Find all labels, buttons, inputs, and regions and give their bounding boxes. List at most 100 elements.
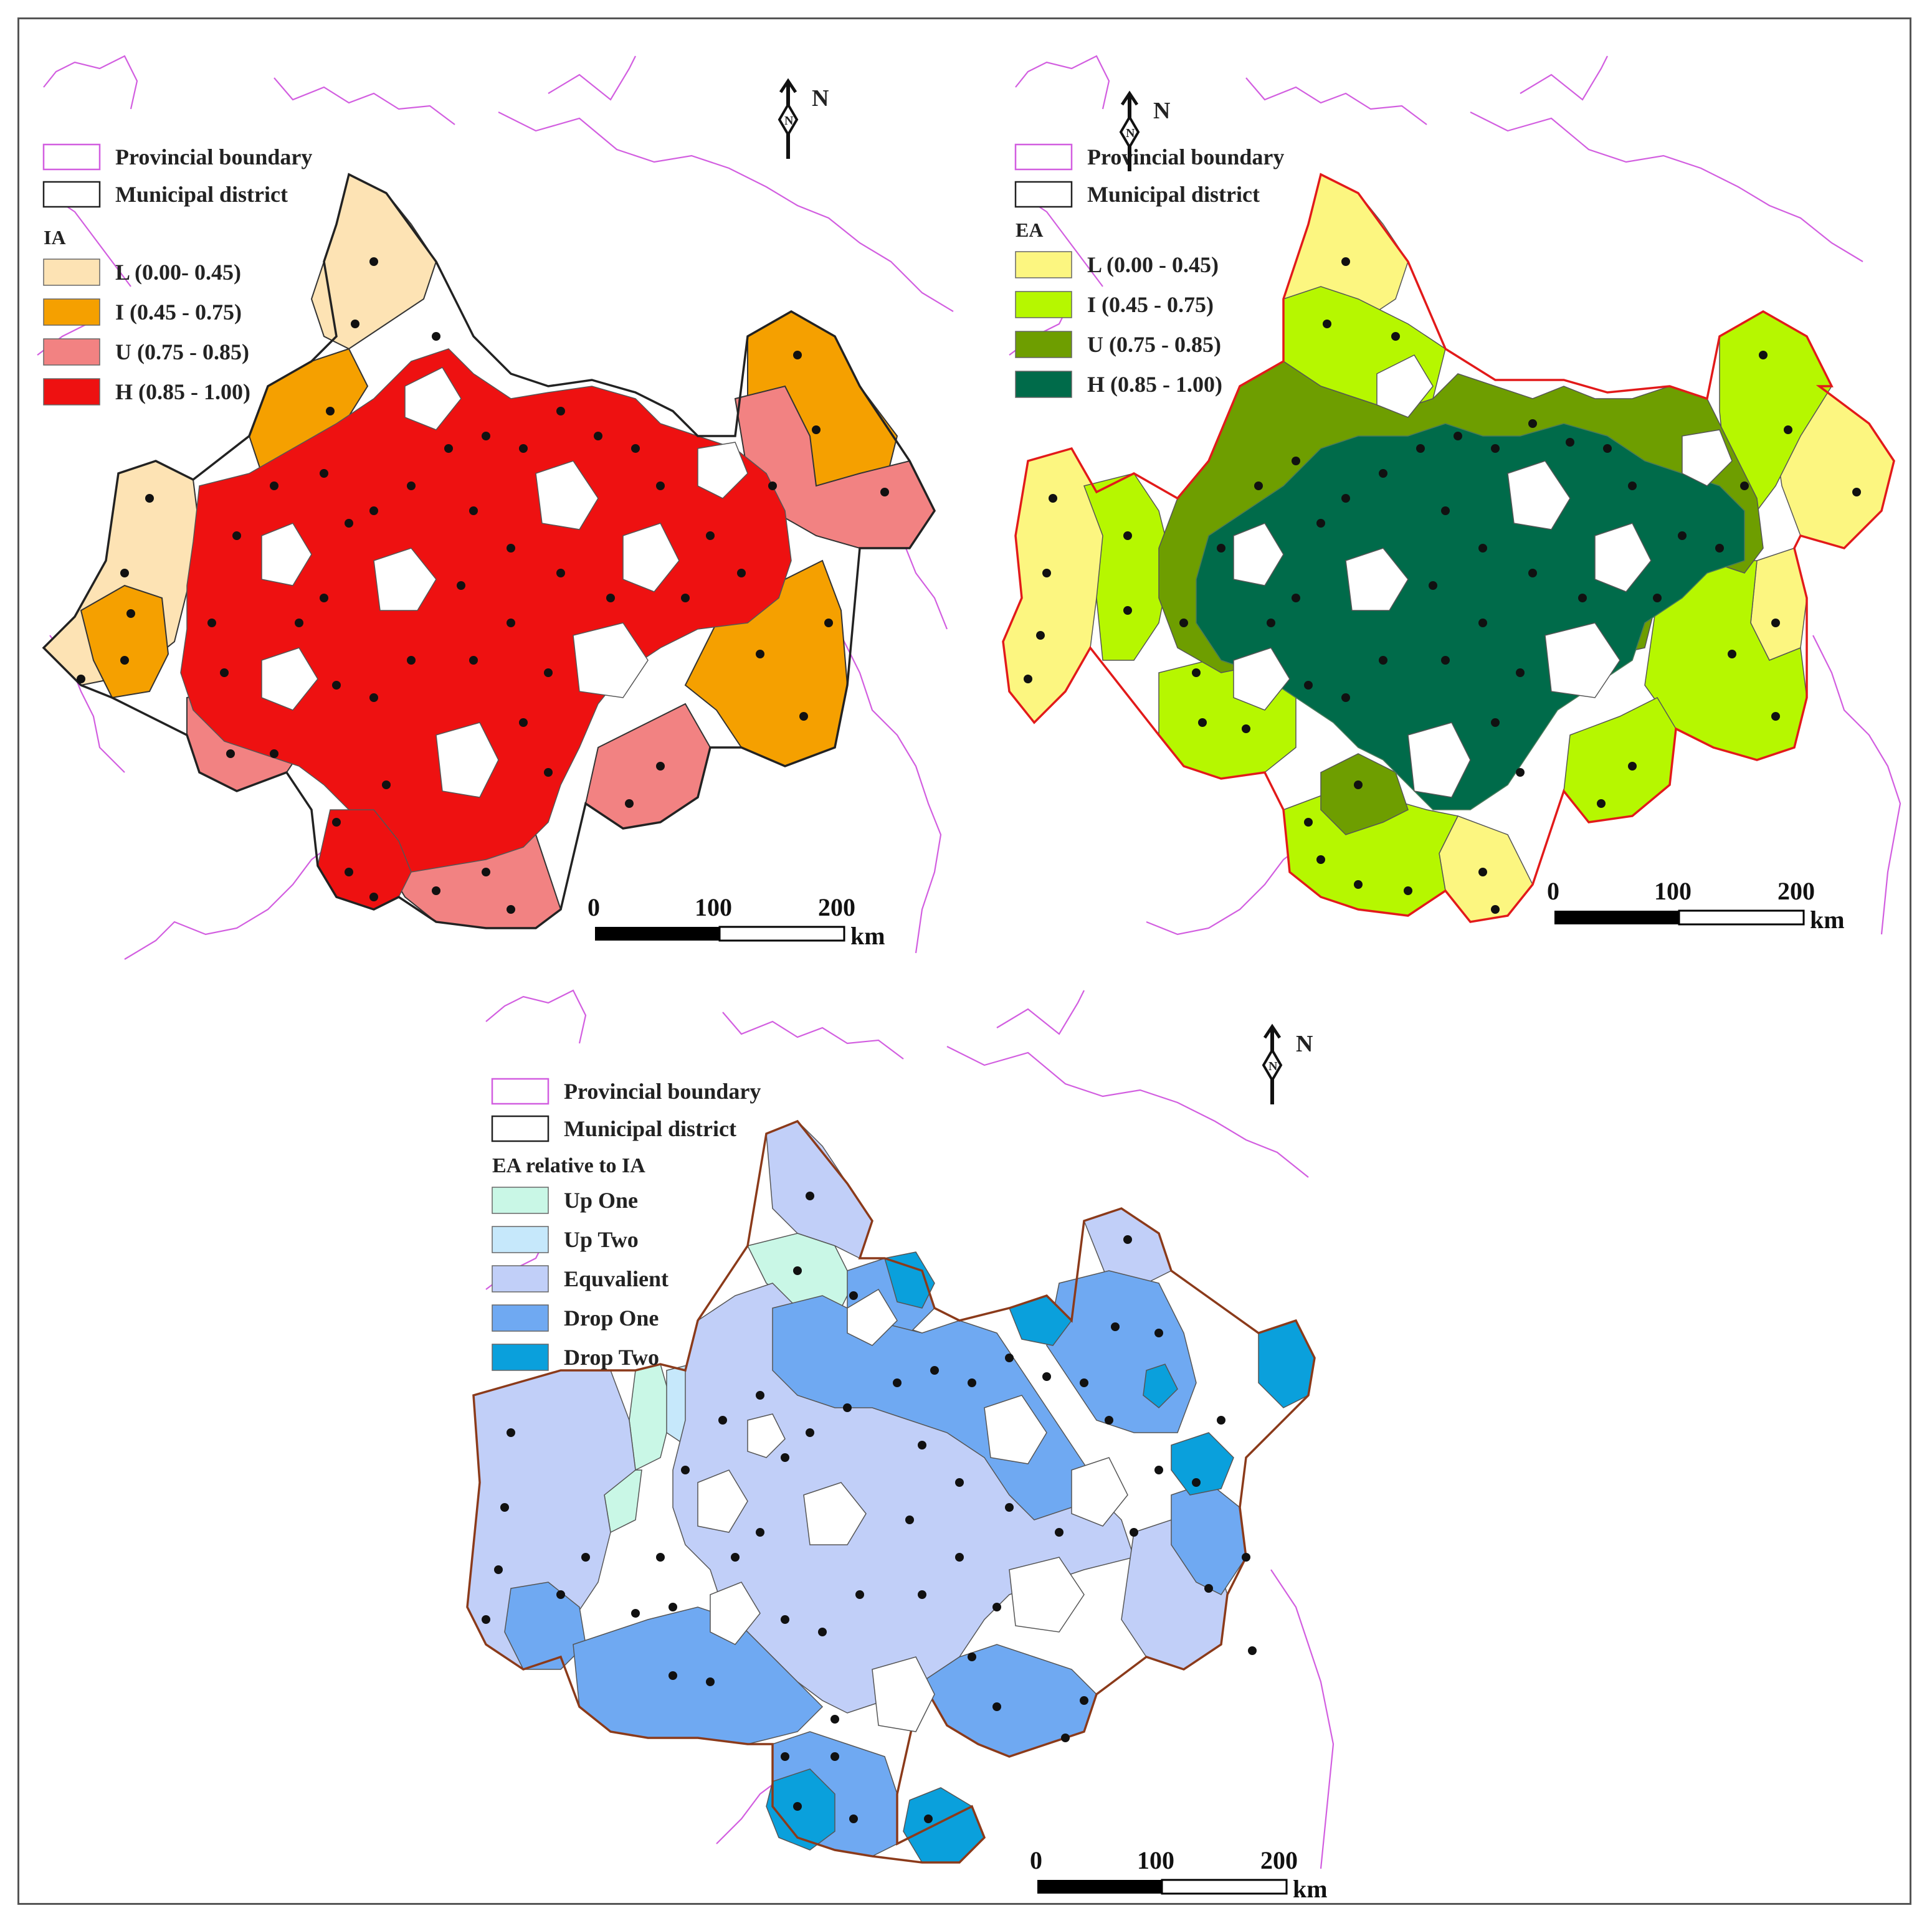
legend-swatch-municipal-district (491, 1115, 550, 1142)
legend-label-class-1: I (0.45 - 0.75) (1087, 292, 1214, 317)
region-outline (466, 1119, 1316, 1864)
scale-tick-200: 200 (1260, 1846, 1298, 1874)
district-zone-upper-south (1320, 753, 1409, 835)
district-holes (697, 1288, 1128, 1732)
north-arrow: N N (778, 78, 829, 159)
ea-legend: Provincial boundary Municipal district E… (1014, 143, 1284, 398)
district-zone-drop-one-west (504, 1582, 586, 1670)
district-zone-intermediate-southcentral (1563, 697, 1677, 823)
legend-swatch-class-1 (492, 1226, 549, 1253)
scale-tick-0: 0 (588, 893, 600, 921)
scale-unit: km (1293, 1875, 1328, 1903)
legend-swatch-class-1 (43, 298, 100, 326)
scale-bar: 0 100 200 km (1547, 877, 1845, 934)
scale-tick-200: 200 (818, 893, 855, 921)
district-zone-drop-two-southwest (766, 1768, 835, 1851)
legend-swatch-municipal-district (42, 181, 101, 208)
legend-swatch-municipal-district (1014, 181, 1073, 208)
scale-bar: 0 100 200 km (1030, 1846, 1328, 1903)
legend-label-class-3: H (0.85 - 1.00) (115, 379, 250, 404)
legend-label-provincial-boundary: Provincial boundary (564, 1079, 761, 1104)
legend-swatch-provincial-boundary (1014, 143, 1073, 171)
legend-label-class-2: U (0.75 - 0.85) (115, 339, 249, 364)
north-arrow: N N (1262, 1023, 1313, 1104)
legend-label-class-4: Drop Two (564, 1345, 659, 1370)
svg-text:N: N (1126, 126, 1135, 140)
district-zone-drop-two-east (1258, 1320, 1315, 1408)
scale-unit: km (1810, 906, 1845, 934)
legend-label-class-1: I (0.45 - 0.75) (115, 300, 242, 325)
district-zone-drop-one-northeast (1046, 1270, 1197, 1433)
legend-label-municipal-district: Municipal district (115, 182, 288, 207)
legend-label-class-2: Equvalient (564, 1266, 669, 1291)
legend-swatch-class-0 (1015, 251, 1072, 278)
legend-title: IA (44, 226, 66, 249)
district-zone-drop-two-south (903, 1787, 985, 1863)
legend-swatch-class-3 (43, 378, 100, 406)
legend-label-class-0: Up One (564, 1188, 638, 1213)
district-holes (261, 367, 748, 798)
change-map-panel: Provincial boundary Municipal district E… (466, 989, 1335, 1903)
legend-title: EA (1016, 219, 1043, 241)
legend-swatch-provincial-boundary (42, 143, 101, 171)
district-zone-high-core (1196, 423, 1745, 810)
legend-label-municipal-district: Municipal district (564, 1116, 736, 1141)
legend-swatch-provincial-boundary (491, 1078, 550, 1105)
ea-map-panel: Provincial boundary Municipal district E… (1002, 55, 1901, 936)
north-label: N (812, 85, 829, 111)
district-centroids (1024, 257, 1861, 914)
legend-label-class-3: H (0.85 - 1.00) (1087, 372, 1222, 397)
legend-swatch-class-3 (1015, 371, 1072, 398)
district-zone-drop-two-northeast-small (1143, 1364, 1178, 1409)
north-label: N (1296, 1031, 1313, 1057)
figure-frame (17, 17, 1911, 1905)
legend-title: EA relative to IA (492, 1154, 645, 1177)
scale-tick-100: 100 (1137, 1846, 1174, 1874)
svg-text:N: N (1268, 1060, 1278, 1073)
legend-swatch-class-3 (492, 1304, 549, 1332)
district-zone-drop-two-north (884, 1251, 935, 1309)
scale-bar: 0 100 200 km (588, 893, 885, 950)
change-legend: Provincial boundary Municipal district E… (491, 1078, 761, 1371)
study-region (1002, 173, 1895, 923)
legend-swatch-class-0 (43, 259, 100, 286)
district-holes (1233, 354, 1733, 798)
legend-label-class-0: L (0.00- 0.45) (115, 260, 241, 285)
legend-label-provincial-boundary: Provincial boundary (115, 145, 312, 169)
scale-tick-100: 100 (1654, 877, 1692, 905)
district-zone-low-south (1439, 815, 1533, 923)
ia-legend: Provincial boundary Municipal district I… (42, 143, 312, 406)
scale-tick-200: 200 (1777, 877, 1815, 905)
north-arrow: N N (1119, 90, 1170, 171)
legend-swatch-class-2 (43, 338, 100, 366)
district-zone-intermediate-west (80, 584, 169, 699)
svg-text:N: N (784, 114, 794, 128)
district-centroids (77, 257, 889, 914)
legend-label-class-2: U (0.75 - 0.85) (1087, 332, 1221, 357)
legend-label-class-1: Up Two (564, 1227, 639, 1252)
scale-tick-100: 100 (695, 893, 732, 921)
scale-tick-0: 0 (1030, 1846, 1042, 1874)
legend-swatch-class-4 (492, 1344, 549, 1371)
district-zone-equivalent-east (1083, 1208, 1172, 1284)
legend-label-class-0: L (0.00 - 0.45) (1087, 252, 1219, 277)
study-region (42, 173, 936, 929)
region-outline (42, 173, 936, 929)
legend-swatch-class-1 (1015, 291, 1072, 318)
scale-unit: km (850, 922, 885, 950)
study-region (466, 1119, 1316, 1864)
legend-label-municipal-district: Municipal district (1087, 182, 1260, 207)
north-label: N (1153, 98, 1170, 124)
scale-tick-0: 0 (1547, 877, 1559, 905)
legend-swatch-class-2 (1015, 331, 1072, 358)
legend-swatch-class-2 (492, 1265, 549, 1293)
legend-swatch-class-0 (492, 1187, 549, 1214)
region-outline (1002, 173, 1895, 923)
legend-label-class-3: Drop One (564, 1306, 659, 1331)
ia-map-panel: Provincial boundary Municipal district I… (37, 55, 954, 960)
district-zone-drop-two-eastcentral (1171, 1432, 1234, 1496)
legend-label-provincial-boundary: Provincial boundary (1087, 145, 1284, 169)
district-zone-intermediate-west (1083, 473, 1172, 661)
district-centroids (482, 1192, 1257, 1823)
